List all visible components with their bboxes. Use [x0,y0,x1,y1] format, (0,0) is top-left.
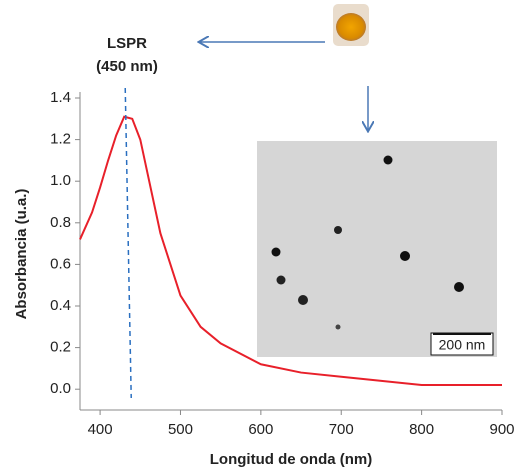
x-tick-label: 500 [168,421,193,438]
y-tick-label: 0.8 [50,214,71,231]
particle [276,275,286,285]
particle [271,247,281,257]
spectrum-line [79,115,502,387]
y-tick-label: 0.2 [50,339,71,356]
particle [334,226,342,234]
x-tick-label: 700 [329,421,354,438]
y-tick-label: 0.6 [50,255,71,272]
annotation: LSPR [107,35,147,52]
x-tick-label: 600 [248,421,273,438]
lspr-marker [124,87,132,399]
y-tick-label: 1.2 [50,131,71,148]
y-tick-label: 1.0 [50,172,71,189]
y-axis-title: Absorbancia (u.a.) [13,189,30,320]
particle [298,295,308,305]
particle [454,282,464,292]
x-tick-label: 900 [489,421,514,438]
annotation: (450 nm) [96,58,158,75]
tem-inset: 200 nm [257,141,497,357]
particle [383,155,393,165]
tem-image [257,141,497,357]
particle [400,251,410,261]
vial-liquid [336,13,366,41]
y-tick-label: 0.0 [50,380,71,397]
x-tick-label: 400 [88,421,113,438]
scale-label: 200 nm [439,337,486,353]
particle [335,324,341,330]
y-tick-label: 0.4 [50,297,71,314]
x-axis-title: Longitud de onda (nm) [210,451,372,468]
y-tick-label: 1.4 [50,89,71,106]
x-tick-label: 800 [409,421,434,438]
